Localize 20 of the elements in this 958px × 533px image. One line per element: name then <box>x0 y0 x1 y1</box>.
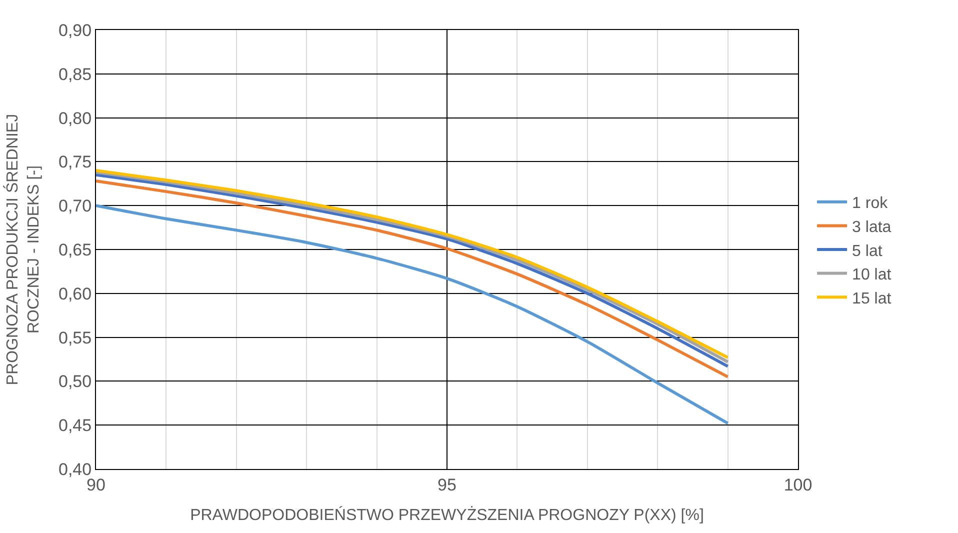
y-tick-label: 0,80 <box>58 108 92 128</box>
y-tick-label: 0,85 <box>58 64 92 84</box>
y-tick-label: 0,50 <box>58 372 92 392</box>
x-tick-label: 95 <box>438 475 456 494</box>
line-series <box>96 204 730 425</box>
y-tick-label: 0,55 <box>58 328 92 348</box>
y-tick-label: 0,70 <box>58 196 92 216</box>
y-tick-label: 0,60 <box>58 284 92 304</box>
y-tick-label: 0,75 <box>58 152 92 172</box>
legend-label: 5 lat <box>852 242 883 260</box>
legend-label: 3 lata <box>852 218 892 236</box>
legend-label: 15 lat <box>852 290 892 308</box>
x-tick-label: 100 <box>784 475 812 494</box>
x-axis-title: PRAWDOPODOBIEŃSTWO PRZEWYŻSZENIA PROGNOZY P(XX) [%] <box>190 506 704 524</box>
y-tick-label: 0,65 <box>58 240 92 260</box>
y-tick-label: 0,90 <box>58 20 92 40</box>
legend-label: 10 lat <box>852 266 892 284</box>
y-tick-label: 0,45 <box>58 416 92 436</box>
y-axis-title: PROGNOZA PRODUKCJI ŚREDNIEJ ROCZNEJ - INDEKS [-] <box>2 114 42 386</box>
legend-label: 1 rok <box>852 195 889 212</box>
